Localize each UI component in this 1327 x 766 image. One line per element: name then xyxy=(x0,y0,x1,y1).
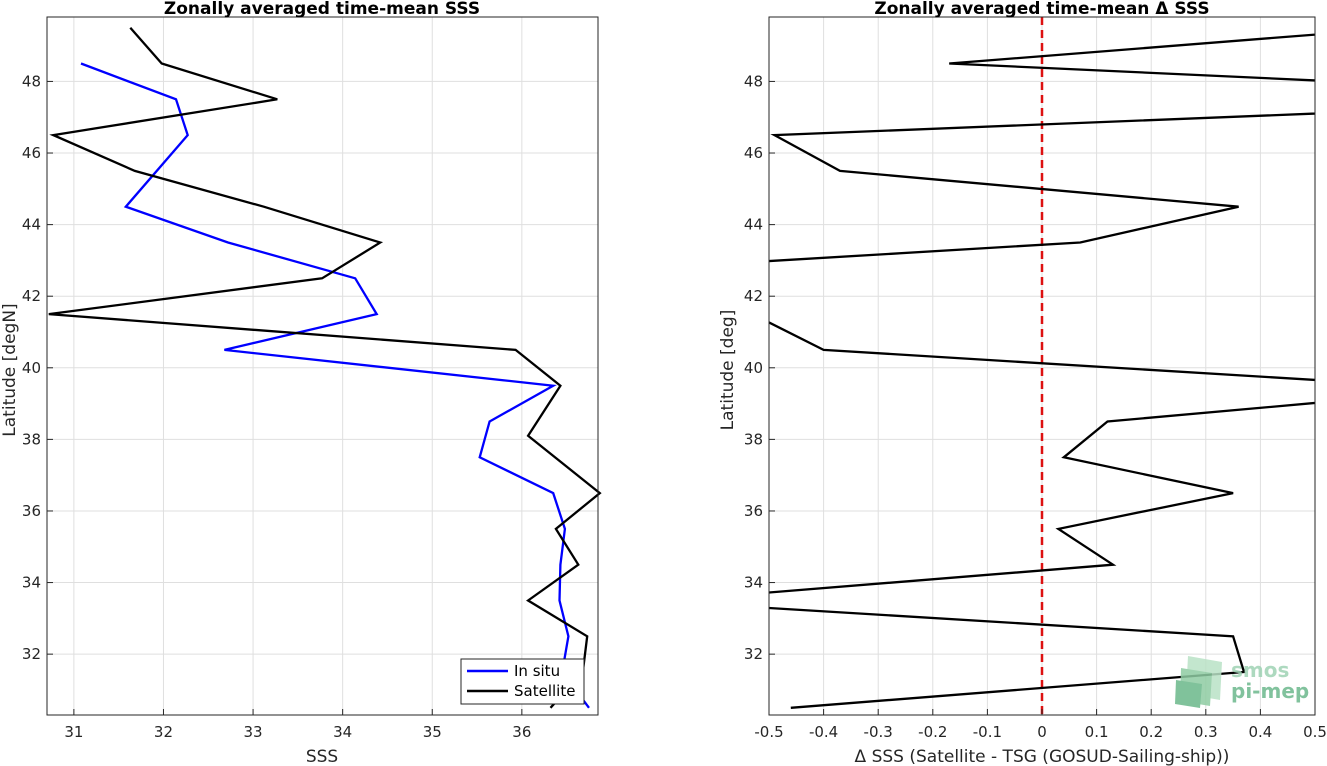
right-y-tick-label: 40 xyxy=(744,359,763,377)
left-grid xyxy=(47,17,598,715)
left-plot-frame xyxy=(46,16,599,716)
right-x-tick-label: 0.4 xyxy=(1248,723,1272,741)
right-y-tick-label: 46 xyxy=(744,144,763,162)
left-y-tick-label: 40 xyxy=(22,359,41,377)
right-chart-title: Zonally averaged time-mean Δ SSS xyxy=(874,0,1209,19)
left-chart-title: Zonally averaged time-mean SSS xyxy=(164,0,480,19)
right-y-tick-label: 48 xyxy=(744,72,763,90)
legend-label-in-situ: In situ xyxy=(514,662,560,680)
right-x-tick-label: 0.3 xyxy=(1194,723,1218,741)
left-y-tick-label: 42 xyxy=(22,287,41,305)
right-x-tick-label: -0.3 xyxy=(864,723,893,741)
right-y-tick-label: 34 xyxy=(744,574,763,592)
left-y-tick-label: 48 xyxy=(22,72,41,90)
left-y-tick-label: 46 xyxy=(22,144,41,162)
smos-pi-mep-logo: smos pi-mep xyxy=(1175,656,1309,708)
right-x-tick-label: -0.2 xyxy=(918,723,947,741)
right-y-tick-label: 32 xyxy=(744,645,763,663)
left-y-axis-label: Latitude [degN] xyxy=(0,303,20,436)
left-y-tick-label: 34 xyxy=(22,574,41,592)
left-y-tick-label: 44 xyxy=(22,216,41,234)
right-series xyxy=(769,17,1315,715)
logo-text-pi-mep: pi-mep xyxy=(1231,679,1309,703)
left-line-in-situ xyxy=(80,62,590,709)
right-x-tick-label: 0 xyxy=(1037,723,1047,741)
left-ticks: 31 32 33 34 35 36 32 34 36 38 40 42 44 46 48 xyxy=(22,72,531,741)
left-y-tick-label: 32 xyxy=(22,645,41,663)
left-x-tick-label: 35 xyxy=(423,723,442,741)
left-x-tick-label: 33 xyxy=(244,723,263,741)
legend: In situ Satellite xyxy=(460,658,585,705)
logo-text-smos: smos xyxy=(1231,658,1289,682)
right-y-tick-label: 42 xyxy=(744,287,763,305)
left-y-tick-label: 36 xyxy=(22,502,41,520)
left-x-tick-label: 31 xyxy=(64,723,83,741)
right-x-tick-label: -0.1 xyxy=(973,723,1002,741)
right-x-tick-label: -0.4 xyxy=(809,723,838,741)
sss-chart: 31 32 33 34 35 36 32 34 36 38 40 42 44 46 48 Zonally a… xyxy=(0,0,602,766)
left-x-tick-label: 36 xyxy=(512,723,531,741)
legend-box xyxy=(460,658,585,705)
right-y-tick-label: 36 xyxy=(744,502,763,520)
left-x-axis-label: SSS xyxy=(306,747,338,766)
right-y-tick-label: 38 xyxy=(744,430,763,448)
right-x-tick-label: 0.1 xyxy=(1085,723,1109,741)
left-series xyxy=(48,26,602,709)
right-x-tick-label: 0.5 xyxy=(1303,723,1327,741)
left-y-tick-label: 38 xyxy=(22,430,41,448)
right-line-series-0 xyxy=(769,33,1315,709)
right-x-tick-label: -0.5 xyxy=(754,723,783,741)
left-x-tick-label: 32 xyxy=(154,723,173,741)
right-x-tick-label: 0.2 xyxy=(1139,723,1163,741)
left-x-tick-label: 34 xyxy=(333,723,352,741)
delta-sss-chart: -0.5 -0.4 -0.3 -0.2 -0.1 0 0.1 0.2 0.3 0.4 0.5 32 34… xyxy=(718,0,1327,766)
right-x-axis-label: Δ SSS (Satellite - TSG (GOSUD-Sailing-sh… xyxy=(855,747,1230,766)
left-line-satellite xyxy=(48,26,602,709)
legend-label-satellite: Satellite xyxy=(514,682,575,700)
logo-shape-front xyxy=(1175,680,1202,708)
right-y-axis-label: Latitude [deg] xyxy=(718,310,738,431)
right-y-tick-label: 44 xyxy=(744,216,763,234)
right-ticks: -0.5 -0.4 -0.3 -0.2 -0.1 0 0.1 0.2 0.3 0.4 0.5 32 34… xyxy=(744,72,1327,741)
